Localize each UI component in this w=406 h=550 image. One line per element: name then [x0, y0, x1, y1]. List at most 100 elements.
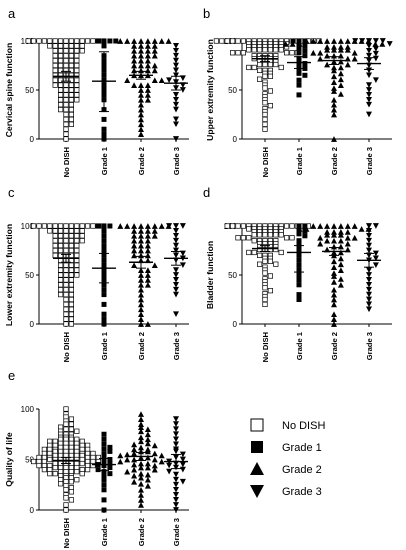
data-point [296, 41, 303, 47]
data-point [63, 267, 69, 273]
legend-label: Grade 1 [282, 442, 322, 454]
data-point [138, 272, 144, 278]
data-point [351, 49, 358, 56]
data-point [41, 223, 48, 229]
data-point [173, 228, 179, 234]
data-point [138, 421, 144, 427]
data-point [131, 232, 138, 239]
data-point [173, 247, 179, 254]
data-point [251, 64, 257, 71]
data-point [101, 292, 107, 298]
data-point [366, 247, 372, 254]
data-point [68, 292, 75, 298]
data-point [138, 316, 144, 322]
data-point [124, 223, 131, 229]
data-point [36, 38, 42, 44]
data-point [331, 258, 337, 265]
data-point [124, 451, 131, 458]
data-point [138, 460, 144, 467]
data-point [68, 272, 75, 278]
data-point [138, 321, 144, 327]
data-point [63, 233, 69, 239]
data-point [63, 421, 69, 427]
data-point [63, 282, 69, 288]
data-point [331, 64, 337, 71]
data-point [372, 50, 379, 57]
data-point [68, 243, 75, 249]
data-point [144, 267, 151, 273]
data-point [31, 458, 37, 465]
data-point [68, 497, 75, 503]
y-tick-label: 50 [25, 86, 34, 95]
x-tick-label: Grade 3 [172, 518, 181, 546]
data-point [63, 292, 69, 298]
data-point [324, 231, 331, 238]
data-point [158, 458, 165, 465]
data-point [173, 502, 179, 508]
data-point [331, 223, 337, 229]
data-point [337, 249, 344, 256]
data-point [344, 61, 351, 68]
data-point [74, 228, 80, 234]
data-point [25, 38, 31, 44]
data-point [131, 228, 138, 234]
data-point [79, 223, 85, 229]
data-point [366, 277, 372, 283]
data-point [296, 38, 302, 44]
data-point [131, 223, 138, 229]
data-point [331, 231, 337, 238]
data-point [41, 38, 48, 44]
data-point [124, 77, 131, 84]
data-point [131, 472, 138, 479]
data-point [317, 223, 324, 229]
data-point [57, 62, 64, 69]
data-point [68, 57, 75, 64]
data-point [344, 229, 351, 235]
data-point [138, 444, 144, 451]
data-point [52, 77, 58, 83]
data-point [331, 106, 337, 113]
data-point [101, 441, 107, 447]
data-point [101, 477, 107, 483]
data-point [68, 479, 75, 485]
data-point [63, 321, 69, 327]
data-point [337, 243, 344, 250]
data-point [262, 85, 268, 91]
data-point [138, 428, 144, 435]
data-point [179, 250, 186, 257]
data-point [151, 52, 158, 59]
data-point [131, 262, 138, 269]
data-point [57, 92, 64, 98]
data-point [173, 281, 179, 288]
data-point [278, 64, 284, 71]
data-point [138, 106, 144, 113]
data-point [138, 38, 144, 44]
data-point [284, 223, 290, 229]
data-point [173, 311, 179, 318]
data-point [344, 46, 351, 53]
data-point [138, 96, 144, 103]
data-point [74, 469, 80, 475]
data-point [74, 223, 80, 229]
data-point [138, 311, 144, 318]
data-point [151, 450, 158, 457]
data-point [68, 262, 75, 268]
data-point [138, 502, 144, 508]
panel-letter: c [8, 185, 15, 200]
data-point [144, 448, 151, 455]
data-point [63, 43, 69, 49]
data-point [63, 102, 69, 108]
data-point [52, 471, 58, 477]
data-point [101, 473, 107, 479]
data-point [57, 82, 64, 88]
data-point [138, 277, 144, 283]
data-point [366, 87, 372, 93]
data-point [68, 311, 75, 317]
data-point [372, 55, 379, 62]
data-point [74, 72, 80, 78]
data-point [257, 261, 263, 267]
data-point [213, 38, 219, 44]
data-point [74, 87, 80, 93]
data-point [224, 38, 230, 44]
